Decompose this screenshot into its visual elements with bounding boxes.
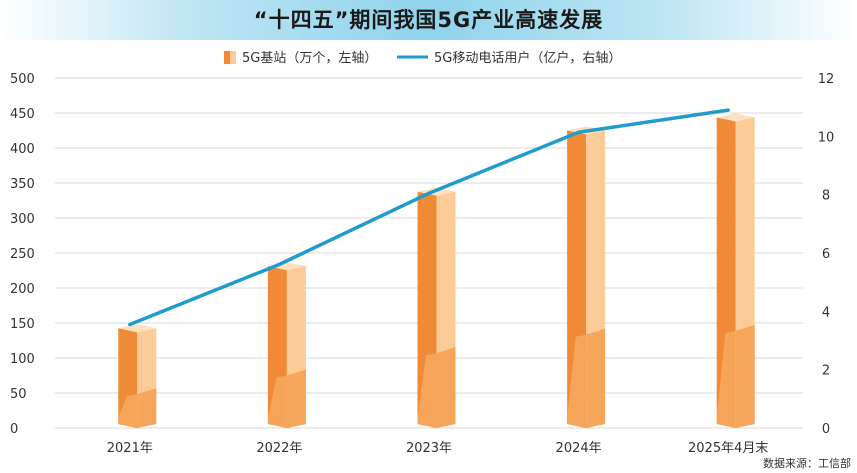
bar-side-shade: [735, 324, 755, 428]
right-tick-label: 8: [822, 189, 830, 204]
right-axis-ticks: 0 2 4 6 8 10 12: [818, 72, 835, 437]
legend-label-line: 5G移动电话用户（亿户，右轴）: [434, 50, 621, 66]
chart-title: “十四五”期间我国5G产业高速发展: [253, 8, 604, 32]
right-tick-label: 4: [822, 305, 830, 320]
left-tick-label: 350: [10, 177, 35, 192]
bar-front-shade: [267, 375, 287, 428]
source-note: 数据来源：工信部: [763, 457, 851, 470]
left-tick-label: 50: [10, 387, 27, 402]
bar-side-shade: [286, 369, 306, 428]
left-tick-label: 500: [10, 72, 35, 87]
bar-front-shade: [417, 353, 437, 428]
right-tick-label: 2: [822, 364, 830, 379]
bar-front-shade: [716, 330, 736, 428]
bar-side-shade: [137, 388, 157, 428]
left-tick-label: 250: [10, 247, 35, 262]
bar-side-shade: [586, 328, 606, 428]
left-tick-label: 150: [10, 317, 35, 332]
legend-bar-swatch: [224, 51, 236, 64]
bar: [567, 126, 606, 428]
right-tick-label: 10: [818, 130, 835, 145]
left-tick-label: 400: [10, 142, 35, 157]
x-tick-label: 2021年: [107, 441, 153, 456]
left-axis-ticks: 0 50 100 150 200 250 300 350 400 450 500: [10, 72, 35, 437]
line-point: [277, 262, 281, 266]
line-point: [577, 130, 581, 134]
left-tick-label: 300: [10, 212, 35, 227]
x-tick-label: 2023年: [406, 441, 452, 456]
left-tick-label: 450: [10, 107, 35, 122]
line-layer: [128, 108, 730, 327]
x-axis-ticks: 2021年 2022年 2023年 2024年 2025年4月末: [107, 441, 769, 456]
line-point: [128, 322, 132, 326]
right-tick-label: 12: [818, 72, 835, 87]
x-tick-label: 2022年: [256, 441, 302, 456]
bar: [267, 262, 306, 428]
bar-top-cap: [118, 324, 157, 333]
line-point: [427, 191, 431, 195]
bar-side-shade: [436, 347, 456, 428]
bar-front-shade: [567, 334, 587, 428]
bar: [716, 113, 755, 428]
bar-front-shade: [118, 394, 138, 428]
left-tick-label: 200: [10, 282, 35, 297]
right-tick-label: 6: [822, 247, 830, 262]
bar: [118, 324, 157, 428]
left-tick-label: 100: [10, 352, 35, 367]
bars-layer: [118, 113, 755, 428]
line-point: [726, 108, 730, 112]
x-tick-label: 2024年: [556, 441, 602, 456]
left-tick-label: 0: [10, 422, 18, 437]
legend-label-bars: 5G基站（万个，左轴）: [242, 51, 377, 66]
x-tick-label: 2025年4月末: [688, 441, 768, 456]
bar: [417, 187, 456, 428]
right-tick-label: 0: [822, 422, 830, 437]
title-band: [0, 0, 857, 40]
legend: 5G基站（万个，左轴） 5G移动电话用户（亿户，右轴）: [224, 50, 621, 66]
bar-top-cap: [716, 113, 755, 122]
